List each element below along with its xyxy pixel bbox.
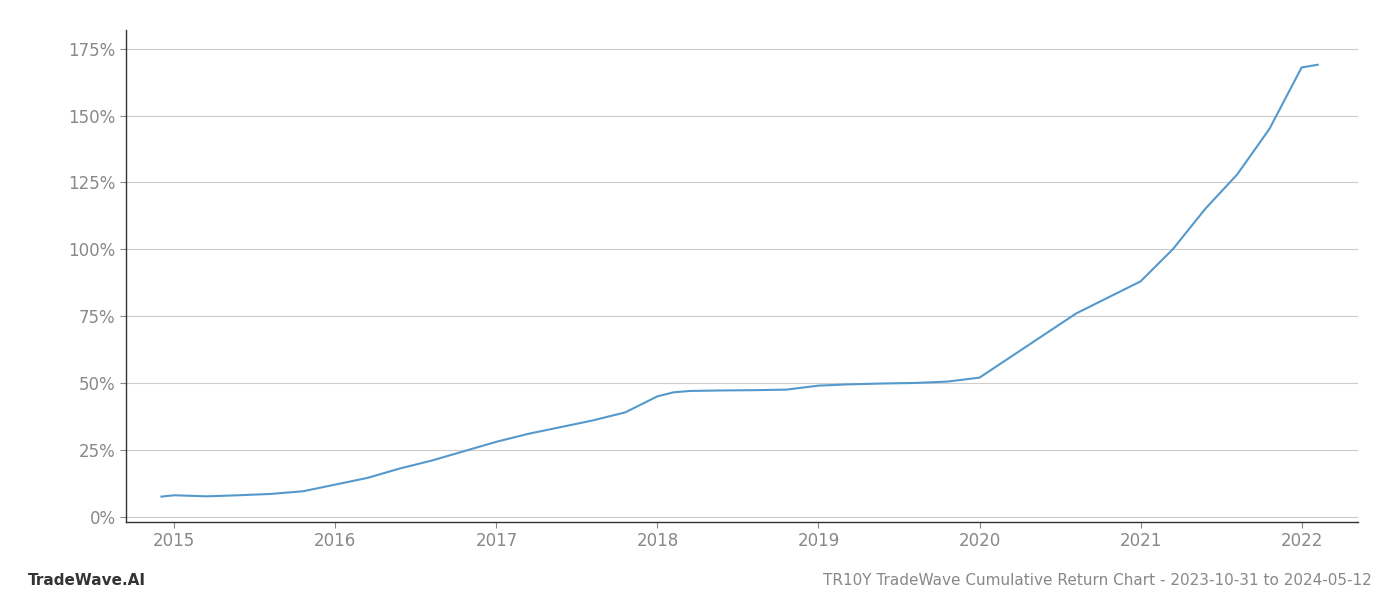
Text: TR10Y TradeWave Cumulative Return Chart - 2023-10-31 to 2024-05-12: TR10Y TradeWave Cumulative Return Chart … — [823, 573, 1372, 588]
Text: TradeWave.AI: TradeWave.AI — [28, 573, 146, 588]
